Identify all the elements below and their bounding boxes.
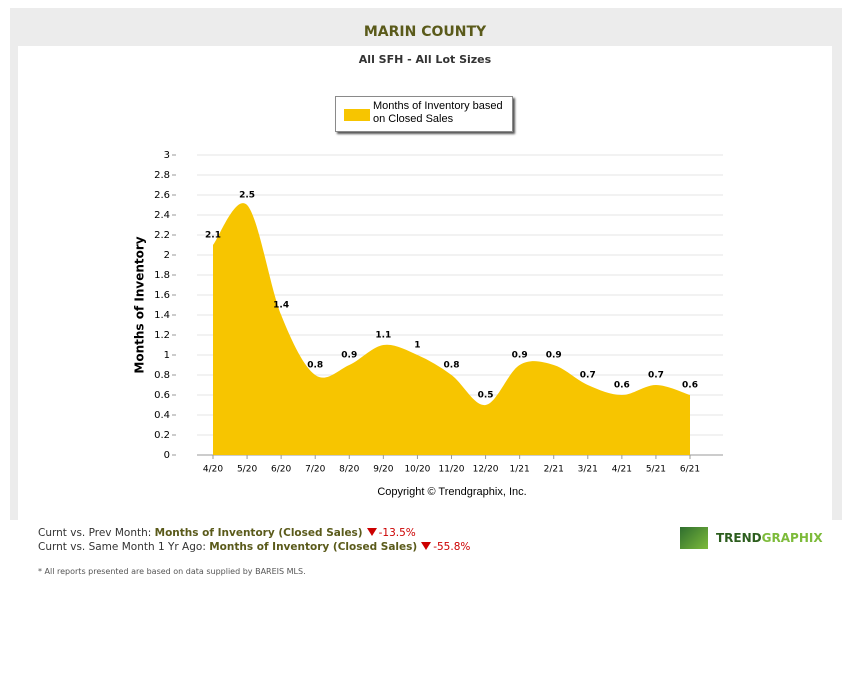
comparison-prefix: Curnt vs. Prev Month: bbox=[38, 527, 152, 539]
x-tick-label: 12/20 bbox=[473, 465, 499, 475]
x-tick-label: 4/20 bbox=[203, 465, 223, 475]
comparison-metric: Months of Inventory (Closed Sales) bbox=[209, 541, 418, 553]
chart-subtitle: All SFH - All Lot Sizes bbox=[359, 53, 492, 66]
y-tick-label: 0.8 bbox=[154, 370, 170, 381]
y-tick-label: 2.4 bbox=[154, 210, 170, 221]
x-tick-label: 10/20 bbox=[404, 465, 430, 475]
y-tick-label: 2.8 bbox=[154, 170, 170, 181]
legend-swatch bbox=[344, 109, 370, 121]
y-tick-label: 1.8 bbox=[154, 270, 170, 281]
data-label: 2.5 bbox=[239, 191, 255, 201]
y-tick-label: 2.2 bbox=[154, 230, 170, 241]
data-label: 0.7 bbox=[580, 371, 596, 381]
comparison-row: Curnt vs. Same Month 1 Yr Ago: Months of… bbox=[38, 541, 470, 553]
data-label: 0.9 bbox=[546, 351, 562, 361]
caption: Copyright © Trendgraphix, Inc. bbox=[377, 486, 526, 498]
data-label: 1 bbox=[414, 341, 420, 351]
data-label: 0.9 bbox=[341, 351, 357, 361]
y-tick-label: 1 bbox=[164, 350, 170, 361]
data-label: 1.4 bbox=[273, 301, 289, 311]
x-tick-label: 8/20 bbox=[339, 465, 359, 475]
y-tick-label: 2.6 bbox=[154, 190, 170, 201]
comparison-row: Curnt vs. Prev Month: Months of Inventor… bbox=[38, 527, 416, 539]
comparison-change: -55.8% bbox=[433, 541, 471, 553]
y-tick-label: 2 bbox=[164, 250, 170, 261]
data-label: 0.6 bbox=[682, 381, 698, 391]
data-label: 2.1 bbox=[205, 231, 221, 241]
data-label: 1.1 bbox=[375, 331, 391, 341]
y-tick-label: 0.2 bbox=[154, 430, 170, 441]
data-label: 0.8 bbox=[307, 361, 323, 371]
data-label: 0.7 bbox=[648, 371, 664, 381]
x-tick-label: 7/20 bbox=[305, 465, 325, 475]
y-tick-label: 0 bbox=[164, 450, 170, 461]
y-axis-label: Months of Inventory bbox=[133, 236, 147, 373]
x-tick-label: 5/21 bbox=[646, 465, 666, 475]
x-tick-label: 6/20 bbox=[271, 465, 291, 475]
comparison-metric: Months of Inventory (Closed Sales) bbox=[154, 527, 363, 539]
x-tick-label: 9/20 bbox=[373, 465, 393, 475]
comparison-prefix: Curnt vs. Same Month 1 Yr Ago: bbox=[38, 541, 206, 553]
chart-title: MARIN COUNTY bbox=[364, 24, 487, 40]
x-tick-label: 5/20 bbox=[237, 465, 257, 475]
x-tick-label: 6/21 bbox=[680, 465, 700, 475]
y-tick-label: 0.6 bbox=[154, 390, 170, 401]
area bbox=[213, 203, 690, 455]
y-tick-label: 1.2 bbox=[154, 330, 170, 341]
logo-text: GRAPHIX bbox=[761, 531, 823, 545]
y-tick-label: 1.4 bbox=[154, 310, 170, 321]
y-tick-label: 3 bbox=[164, 150, 170, 161]
data-label: 0.9 bbox=[512, 351, 528, 361]
logo-text: TREND bbox=[716, 531, 762, 545]
y-tick-label: 0.4 bbox=[154, 410, 170, 421]
logo: TREND GRAPHIX bbox=[680, 527, 823, 549]
x-tick-label: 4/21 bbox=[612, 465, 632, 475]
x-tick-label: 3/21 bbox=[578, 465, 598, 475]
x-tick-label: 1/21 bbox=[510, 465, 530, 475]
y-tick-label: 1.6 bbox=[154, 290, 170, 301]
legend: Months of Inventory based on Closed Sale… bbox=[335, 96, 513, 132]
x-tick-label: 2/21 bbox=[544, 465, 564, 475]
footnote: * All reports presented are based on dat… bbox=[38, 567, 306, 576]
x-tick-label: 11/20 bbox=[439, 465, 465, 475]
data-label: 0.6 bbox=[614, 381, 630, 391]
comparison-change: -13.5% bbox=[378, 527, 416, 539]
data-label: 0.5 bbox=[478, 391, 494, 401]
legend-label: Months of Inventory based on Closed Sale… bbox=[373, 100, 503, 125]
data-label: 0.8 bbox=[444, 361, 460, 371]
